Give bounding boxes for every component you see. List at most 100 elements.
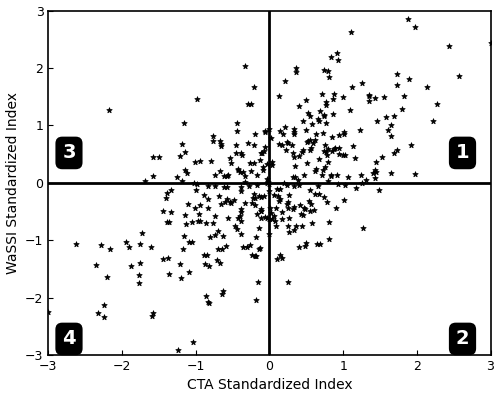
Point — [312, 168, 320, 174]
Point — [340, 131, 348, 138]
Point — [122, 239, 130, 246]
Point — [301, 206, 309, 213]
Point — [325, 219, 333, 225]
Point — [272, 217, 280, 224]
Point — [268, 210, 276, 217]
Point — [322, 119, 330, 126]
Point — [312, 241, 320, 248]
Point — [165, 271, 173, 277]
Point — [320, 112, 328, 119]
Point — [290, 131, 298, 137]
Point — [268, 216, 276, 222]
Point — [200, 252, 207, 258]
Point — [188, 219, 196, 225]
Point — [300, 204, 308, 211]
Point — [326, 53, 334, 60]
Point — [294, 177, 302, 183]
Point — [257, 208, 265, 214]
Point — [223, 196, 231, 202]
Point — [263, 176, 271, 182]
Point — [290, 182, 298, 189]
Point — [322, 142, 330, 148]
Point — [191, 159, 199, 165]
Text: 4: 4 — [62, 330, 76, 349]
Point — [281, 124, 289, 130]
Point — [92, 262, 100, 268]
Point — [486, 39, 494, 46]
Point — [164, 189, 172, 196]
Point — [246, 160, 254, 166]
Point — [217, 141, 225, 148]
Point — [236, 168, 244, 175]
Point — [256, 150, 264, 156]
Point — [300, 172, 308, 178]
Point — [125, 244, 133, 250]
Point — [292, 69, 300, 75]
Point — [136, 272, 143, 278]
Point — [262, 180, 270, 187]
Point — [238, 183, 246, 190]
Point — [255, 225, 263, 231]
Point — [97, 242, 105, 248]
Point — [300, 147, 308, 153]
Point — [290, 154, 298, 160]
Point — [204, 298, 212, 305]
Point — [276, 195, 284, 202]
Point — [260, 193, 268, 199]
Point — [273, 186, 281, 192]
Point — [258, 150, 266, 156]
Point — [148, 313, 156, 319]
Point — [204, 205, 212, 211]
Point — [181, 212, 189, 218]
Point — [281, 78, 289, 84]
Point — [266, 205, 274, 212]
Point — [205, 263, 213, 269]
Point — [280, 179, 288, 186]
Point — [246, 183, 254, 189]
Point — [148, 173, 156, 179]
Point — [160, 256, 168, 263]
Point — [274, 193, 281, 199]
Point — [311, 191, 319, 197]
Point — [331, 144, 339, 151]
Point — [410, 171, 418, 178]
Point — [335, 132, 343, 139]
Point — [306, 137, 314, 143]
Point — [372, 169, 380, 176]
Point — [282, 201, 290, 207]
Point — [318, 91, 326, 98]
Point — [208, 158, 216, 164]
Point — [196, 218, 204, 224]
Point — [248, 199, 256, 206]
Point — [181, 149, 189, 155]
Point — [329, 111, 337, 117]
Point — [304, 109, 312, 116]
Point — [255, 246, 263, 252]
Point — [212, 172, 220, 178]
Point — [265, 188, 273, 194]
Point — [162, 195, 170, 201]
Point — [324, 146, 332, 152]
Point — [278, 209, 286, 215]
Point — [274, 140, 282, 147]
Point — [322, 148, 330, 155]
Point — [362, 177, 370, 183]
Point — [185, 269, 193, 275]
Point — [278, 142, 286, 148]
Point — [296, 181, 304, 188]
Point — [210, 133, 218, 139]
Point — [306, 147, 314, 153]
Point — [163, 219, 171, 225]
Point — [142, 178, 150, 185]
Point — [272, 205, 280, 212]
Point — [226, 199, 234, 205]
Point — [336, 151, 344, 157]
Point — [203, 252, 211, 259]
Point — [335, 145, 343, 152]
Point — [236, 206, 244, 212]
Point — [253, 172, 261, 178]
Point — [164, 255, 172, 261]
Point — [148, 244, 156, 250]
Point — [263, 215, 271, 221]
Point — [182, 220, 190, 227]
